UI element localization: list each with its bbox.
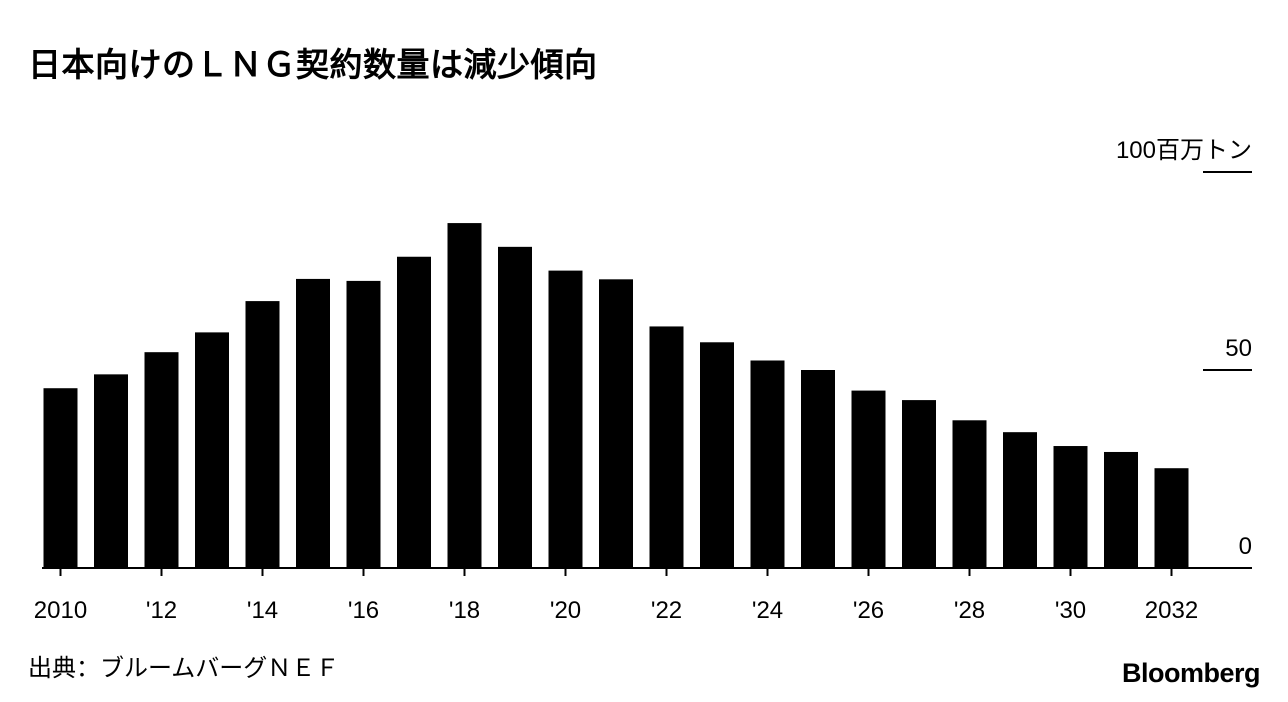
bar-2020	[548, 270, 583, 568]
bar-2011	[94, 374, 128, 568]
x-tick-label: '28	[954, 597, 985, 624]
bar-2021	[599, 279, 633, 568]
bar-2025	[801, 370, 835, 568]
source-note: 出典：ブルームバーグＮＥＦ	[28, 654, 340, 682]
x-tick-label: '16	[348, 597, 379, 624]
bar-2028	[952, 420, 987, 568]
y-tick-label-with-unit: 100百万トン	[1116, 137, 1252, 164]
x-tick-label: '18	[449, 597, 480, 624]
x-tick-label: '12	[146, 597, 177, 624]
bar-2031	[1104, 451, 1138, 568]
bar-2019	[498, 246, 532, 568]
bar-2015	[296, 278, 330, 568]
bar-2018	[447, 223, 482, 569]
chart-title: 日本向けのＬＮＧ契約数量は減少傾向	[28, 45, 598, 84]
y-tick-label: 0	[1239, 533, 1252, 560]
x-tick-label: 2032	[1145, 597, 1198, 624]
bar-2017	[397, 256, 431, 568]
x-tick-label: '14	[247, 597, 278, 624]
bar-2012	[144, 352, 179, 568]
bar-2022	[649, 326, 684, 568]
bar-2024	[750, 360, 785, 568]
bar-2026	[851, 390, 886, 568]
bar-2032	[1154, 468, 1189, 568]
bars-group	[43, 223, 1189, 569]
x-tick-label: '26	[853, 597, 884, 624]
bar-2010	[43, 388, 78, 568]
x-tick-label: '22	[651, 597, 682, 624]
bar-2027	[902, 400, 936, 568]
bar-2030	[1053, 446, 1088, 568]
x-tick-label: '30	[1055, 597, 1086, 624]
y-axis-ticks: 0 50 100百万トン	[1116, 137, 1252, 560]
x-tick-label: 2010	[34, 597, 87, 624]
bar-2014	[245, 301, 280, 568]
bloomberg-logo: Bloomberg	[1121, 658, 1261, 688]
bar-2013	[195, 332, 229, 568]
bar-2029	[1003, 432, 1037, 568]
x-tick-label: '24	[752, 597, 783, 624]
x-tick-label: '20	[550, 597, 581, 624]
x-axis-ticks: 2010 '12 '14 '16 '18 '20 '22 '24 '26 '28 '30 2032	[34, 568, 1198, 624]
y-tick-label: 50	[1225, 335, 1252, 362]
bar-2023	[700, 342, 734, 568]
bar-2016	[346, 280, 381, 568]
